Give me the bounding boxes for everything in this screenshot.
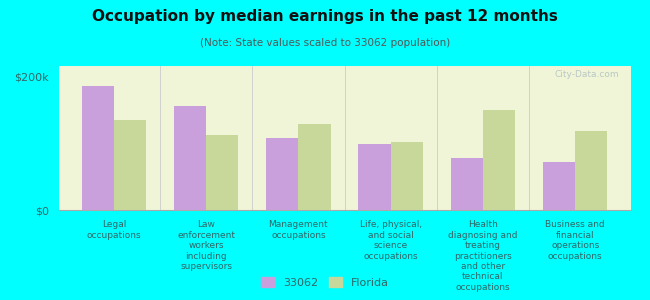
Bar [298, 124, 331, 210]
Text: City-Data.com: City-Data.com [554, 70, 619, 79]
Text: (Note: State values scaled to 33062 population): (Note: State values scaled to 33062 popu… [200, 38, 450, 47]
Bar [174, 106, 206, 210]
Bar [266, 138, 298, 210]
Bar [450, 158, 483, 210]
Bar [206, 135, 239, 210]
Bar [575, 131, 608, 210]
Bar [358, 144, 391, 210]
Text: Occupation by median earnings in the past 12 months: Occupation by median earnings in the pas… [92, 9, 558, 24]
Legend: 33062, Florida: 33062, Florida [257, 274, 393, 291]
Bar [543, 162, 575, 210]
Bar [391, 142, 423, 210]
Bar [483, 110, 515, 210]
Bar [81, 86, 114, 210]
Bar [114, 120, 146, 210]
